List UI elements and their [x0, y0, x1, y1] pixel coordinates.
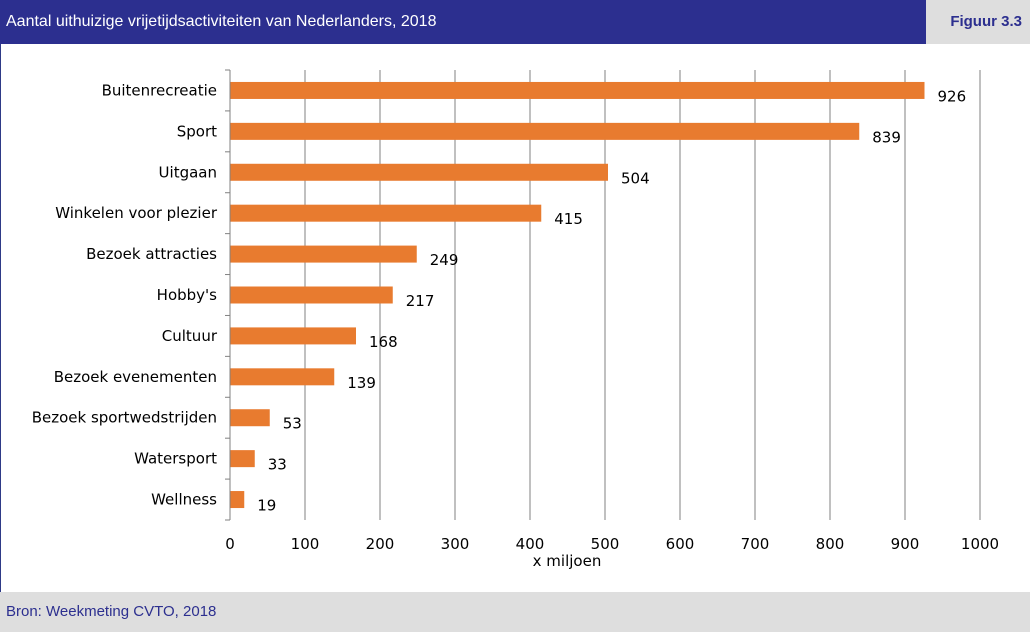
bar-bezoek-evenementen [230, 368, 335, 386]
x-tick-label: 800 [816, 535, 845, 553]
category-label: Winkelen voor plezier [55, 204, 218, 222]
bar-watersport [230, 450, 255, 468]
x-tick-label: 400 [516, 535, 545, 553]
x-axis-title: x miljoen [533, 552, 602, 570]
data-label: 504 [621, 169, 650, 187]
x-tick-label: 500 [591, 535, 620, 553]
bar-wellness [230, 491, 245, 509]
bar-uitgaan [230, 163, 608, 181]
bar-chart: 0 100 200 300 400 500 600 700 800 900 1000 Buitenre… [32, 69, 999, 570]
figure-title: Aantal uithuizige vrijetijdsactiviteiten… [0, 0, 926, 44]
x-tick-label: 0 [225, 535, 235, 553]
bar-buitenrecreatie [230, 81, 925, 99]
category-label: Uitgaan [159, 163, 217, 181]
x-tick-label: 600 [666, 535, 695, 553]
category-label: Sport [177, 122, 217, 140]
x-tick-label: 700 [741, 535, 770, 553]
x-tick-label: 1000 [961, 535, 999, 553]
figure-number: Figuur 3.3 [926, 0, 1030, 44]
data-label: 217 [406, 292, 435, 310]
category-label: Cultuur [162, 327, 218, 345]
data-label: 19 [257, 497, 276, 515]
bar-hobby-s [230, 286, 393, 304]
data-label: 415 [554, 210, 583, 228]
figure-header: Aantal uithuizige vrijetijdsactiviteiten… [0, 0, 1030, 44]
category-label: Watersport [134, 450, 217, 468]
chart-area: 0 100 200 300 400 500 600 700 800 900 1000 Buitenre… [0, 44, 1030, 592]
category-label: Bezoek sportwedstrijden [32, 409, 217, 427]
x-tick-label: 900 [891, 535, 920, 553]
category-label: Bezoek attracties [86, 245, 217, 263]
data-label: 249 [430, 251, 459, 269]
category-label: Hobby's [157, 286, 218, 304]
bar-winkelen-voor-plezier [230, 204, 542, 222]
data-label: 33 [268, 456, 287, 474]
data-label: 139 [347, 374, 376, 392]
source-footer: Bron: Weekmeting CVTO, 2018 [0, 592, 1030, 632]
axes [225, 69, 231, 521]
data-label: 839 [872, 128, 901, 146]
labels: 0 100 200 300 400 500 600 700 800 900 1000 Buitenre… [32, 81, 999, 553]
category-label: Buitenrecreatie [102, 81, 217, 99]
category-label: Wellness [151, 491, 217, 509]
x-tick-label: 300 [441, 535, 470, 553]
bar-sport [230, 122, 860, 140]
grid-lines [304, 70, 981, 520]
data-label: 53 [283, 415, 302, 433]
x-tick-label: 100 [291, 535, 320, 553]
bar-cultuur [230, 327, 356, 345]
bars [230, 81, 925, 509]
x-tick-label: 200 [366, 535, 395, 553]
data-label: 926 [938, 87, 967, 105]
bar-bezoek-sportwedstrijden [230, 409, 270, 427]
category-label: Bezoek evenementen [54, 368, 217, 386]
data-label: 168 [369, 333, 398, 351]
bar-bezoek-attracties [230, 245, 417, 263]
